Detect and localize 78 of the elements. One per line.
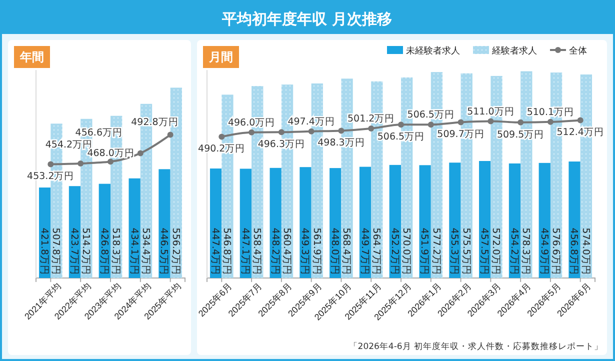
point <box>428 122 434 128</box>
point <box>108 158 114 165</box>
data-label: 447.4万円 <box>209 228 220 275</box>
data-label: 506.5万円 <box>407 110 454 121</box>
data-label: 449.3万円 <box>299 228 310 275</box>
data-label: 509.7万円 <box>437 129 484 140</box>
data-label: 446.5万円 <box>158 228 170 275</box>
data-label: 534.4万円 <box>140 228 151 275</box>
data-label: 496.0万円 <box>228 117 276 128</box>
data-label: 546.8万円 <box>221 228 232 275</box>
data-label: 558.4万円 <box>251 228 262 275</box>
data-label: 506.5万円 <box>377 132 425 143</box>
data-label: 456.6万円 <box>75 128 122 139</box>
data-label: 509.5万円 <box>496 129 544 140</box>
data-label: 577.2万円 <box>430 228 442 275</box>
point <box>248 129 255 136</box>
point <box>48 161 54 168</box>
data-label: 492.8万円 <box>131 116 178 128</box>
point <box>78 160 84 166</box>
data-label: 518.3万円 <box>110 228 122 275</box>
point <box>167 132 174 138</box>
data-label: 574.0万円 <box>580 228 591 275</box>
point <box>218 134 225 140</box>
data-label: 556.2万円 <box>170 228 181 275</box>
data-label: 512.4万円 <box>556 127 604 138</box>
point <box>547 118 554 125</box>
data-label: 490.2万円 <box>198 144 246 155</box>
point <box>308 128 314 134</box>
data-label: 423.7万円 <box>68 228 80 275</box>
legend-label: 未経験者求人 <box>406 46 460 56</box>
data-label: 447.1万円 <box>239 228 250 275</box>
data-label: 570.0万円 <box>400 228 412 275</box>
legend-label: 経験者求人 <box>491 46 537 56</box>
data-label: 576.6万円 <box>550 228 561 275</box>
data-label: 564.7万円 <box>370 228 382 275</box>
legend-label: 全体 <box>569 46 587 56</box>
data-label: 578.3万円 <box>520 228 532 275</box>
point <box>278 129 284 136</box>
data-label: 426.8万円 <box>98 228 110 275</box>
point <box>338 128 344 134</box>
data-label: 501.2万円 <box>348 114 395 125</box>
data-label: 434.1万円 <box>128 228 140 275</box>
point <box>368 126 374 132</box>
data-label: 568.4万円 <box>340 228 352 275</box>
data-label: 575.5万円 <box>460 228 472 275</box>
data-label: 421.8万円 <box>38 228 50 275</box>
data-label: 507.8万円 <box>50 228 62 275</box>
point <box>458 119 464 126</box>
data-label: 457.5万円 <box>478 228 490 275</box>
data-label: 510.1万円 <box>526 106 574 118</box>
point <box>577 117 584 124</box>
data-label: 572.0万円 <box>490 228 502 275</box>
chart-title: 年間 <box>19 50 44 64</box>
data-label: 452.2万円 <box>388 228 400 275</box>
data-label: 514.2万円 <box>80 228 92 275</box>
data-label: 497.4万円 <box>288 116 335 128</box>
data-label: 451.9万円 <box>418 228 430 275</box>
point <box>488 118 494 124</box>
point <box>137 150 144 156</box>
data-label: 455.3万円 <box>448 228 460 275</box>
data-label: 511.0万円 <box>467 106 514 118</box>
text: 平均初年度年収 月次推移 <box>220 10 392 28</box>
data-label: 496.3万円 <box>258 139 306 150</box>
data-label: 448.2万円 <box>269 228 280 275</box>
point <box>398 122 404 128</box>
data-label: 498.3万円 <box>318 138 365 149</box>
data-label: 561.9万円 <box>310 228 322 275</box>
point <box>518 119 524 126</box>
data-label: 560.4万円 <box>280 228 292 275</box>
data-label: 448.0万円 <box>329 228 340 275</box>
data-label: 456.8万円 <box>568 228 580 275</box>
chart-title: 月間 <box>208 50 233 64</box>
data-label: 449.7万円 <box>358 228 370 275</box>
data-label: 454.9万円 <box>538 228 550 275</box>
data-label: 468.0万円 <box>87 148 134 160</box>
data-label: 454.2万円 <box>508 228 520 275</box>
text: 「2026年4-6月 初年度年収・求人件数・応募数推移レポート」 <box>348 341 603 352</box>
data-label: 453.2万円 <box>27 171 74 182</box>
